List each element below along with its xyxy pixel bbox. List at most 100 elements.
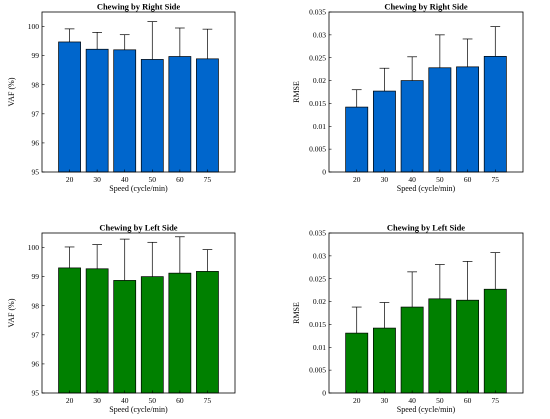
error-bar-75 (490, 26, 501, 57)
bar-60 (168, 56, 192, 173)
chart-title: Chewing by Right Side (97, 2, 181, 12)
error-bar-20 (351, 89, 362, 108)
chart-panel-left-rmse: Chewing by Left Side 20 30 40 50 60 75 0 0.005… (292, 223, 524, 414)
x-tick-label: 50 (149, 175, 157, 184)
error-bar-50 (434, 264, 445, 299)
x-tick-label: 40 (408, 396, 416, 405)
y-tick-label: 0.03 (313, 30, 326, 39)
chart-panel-left-vaf: Chewing by Left Side 20 30 40 50 60 75 95 96 97… (7, 223, 236, 414)
bar-30 (372, 90, 396, 173)
x-tick-label: 20 (353, 175, 361, 184)
error-bar-60 (462, 260, 473, 301)
y-axis-label: RMSE (292, 302, 301, 324)
y-tick-label: 97 (32, 109, 40, 118)
error-bar-40 (119, 238, 130, 281)
x-tick-label: 30 (93, 175, 101, 184)
y-tick-label: 97 (32, 330, 40, 339)
error-bar-75 (490, 252, 501, 290)
bar-50 (428, 298, 452, 394)
y-tick-label: 96 (32, 139, 40, 148)
y-tick-label: 0.01 (313, 343, 326, 352)
bar-40 (400, 306, 424, 394)
y-tick-label: 0.005 (309, 366, 326, 375)
y-tick-label: 0.03 (313, 251, 326, 260)
y-tick-label: 0.015 (309, 99, 326, 108)
y-tick-label: 96 (32, 360, 40, 369)
error-bar-20 (351, 306, 362, 334)
y-tick-label: 0.02 (313, 297, 326, 306)
bar-75 (483, 55, 507, 173)
chart-panel-right-vaf: Chewing by Right Side 20 30 40 50 60 75 95 96 9… (7, 2, 236, 193)
plot-frame (41, 232, 236, 394)
y-axis-label: VAF (%) (7, 77, 16, 106)
y-tick-label: 0.025 (309, 274, 326, 283)
x-tick-label: 60 (176, 396, 184, 405)
x-tick-label: 40 (121, 396, 129, 405)
x-tick-label: 30 (381, 175, 389, 184)
bar-60 (168, 272, 192, 394)
bar-20 (345, 106, 369, 173)
x-tick-label: 50 (436, 396, 444, 405)
bar-50 (140, 276, 164, 394)
y-tick-label: 99 (32, 272, 40, 281)
y-tick-label: 0.035 (309, 8, 326, 17)
bar-20 (58, 41, 81, 173)
x-tick-label: 60 (176, 175, 184, 184)
y-tick-label: 99 (32, 51, 40, 60)
y-tick-label: 0 (322, 389, 326, 398)
bar-75 (196, 58, 219, 173)
error-bar-50 (147, 21, 158, 60)
y-axis-label: VAF (%) (7, 298, 16, 327)
plot-frame (328, 11, 524, 173)
y-tick-label: 0.005 (309, 145, 326, 154)
x-axis-label: Speed (cycle/min) (109, 405, 168, 414)
error-bar-75 (202, 28, 213, 59)
y-tick-label: 98 (32, 80, 40, 89)
error-bar-50 (147, 241, 158, 277)
bar-30 (372, 327, 396, 394)
x-tick-label: 75 (204, 175, 212, 184)
x-tick-label: 60 (464, 396, 472, 405)
x-axis-label: Speed (cycle/min) (109, 184, 168, 193)
bar-50 (140, 59, 164, 173)
x-tick-label: 40 (408, 175, 416, 184)
error-bar-40 (407, 56, 418, 81)
bar-50 (428, 67, 452, 173)
y-tick-label: 0.025 (309, 53, 326, 62)
x-tick-label: 40 (121, 175, 129, 184)
y-tick-label: 0.02 (313, 76, 326, 85)
bar-20 (345, 332, 369, 394)
error-bar-40 (119, 34, 130, 50)
x-tick-label: 50 (436, 175, 444, 184)
chart-title: Chewing by Left Side (387, 223, 465, 233)
bar-60 (456, 299, 480, 394)
bar-75 (196, 271, 219, 394)
x-tick-label: 30 (381, 396, 389, 405)
y-tick-label: 100 (28, 243, 40, 252)
y-tick-label: 0 (322, 168, 326, 177)
x-tick-label: 50 (149, 396, 157, 405)
x-tick-label: 60 (464, 175, 472, 184)
bar-40 (113, 49, 137, 173)
y-tick-label: 100 (28, 22, 40, 31)
error-bar-30 (92, 32, 102, 50)
error-bar-60 (462, 38, 473, 67)
error-bar-30 (379, 302, 390, 329)
x-tick-label: 75 (492, 175, 500, 184)
bar-40 (400, 80, 424, 173)
error-bar-60 (175, 236, 185, 274)
bar-30 (85, 268, 109, 394)
x-axis-label: Speed (cycle/min) (397, 405, 456, 414)
error-bar-20 (64, 246, 75, 268)
error-bar-30 (92, 244, 102, 269)
x-tick-label: 20 (66, 396, 74, 405)
x-tick-label: 20 (353, 396, 361, 405)
error-bar-30 (379, 67, 390, 92)
y-tick-label: 0.01 (313, 122, 326, 131)
bar-75 (483, 288, 507, 394)
plot-frame (328, 232, 524, 394)
plot-frame (41, 11, 236, 173)
error-bar-75 (202, 249, 213, 272)
chart-title: Chewing by Left Side (99, 223, 177, 233)
